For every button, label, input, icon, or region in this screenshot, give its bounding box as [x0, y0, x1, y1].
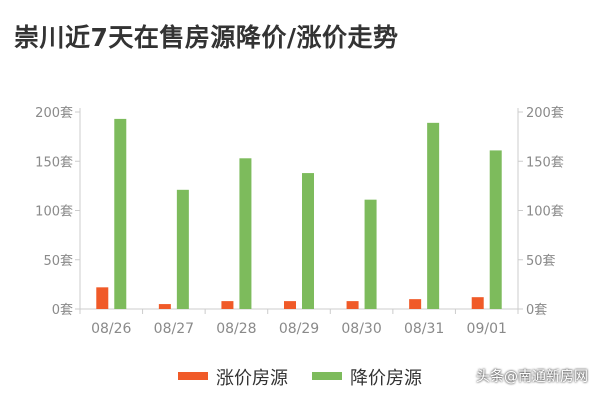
bar-price-down-08-27 — [176, 189, 189, 309]
x-tick-label: 08/29 — [279, 321, 319, 337]
legend-swatch-price-up — [178, 372, 208, 380]
bar-price-down-08-31 — [427, 122, 440, 310]
watermark: 头条@南通新房网 — [476, 369, 588, 385]
bar-price-up-08-29 — [284, 301, 296, 309]
y-tick-label-right: 100套 — [526, 204, 564, 220]
legend: 涨价房源 降价房源 — [178, 368, 422, 389]
bar-price-down-08-29 — [302, 173, 314, 309]
y-axis-right-ticks: 0套 50套 100套 150套 200套 — [526, 105, 564, 318]
x-tick-label: 08/31 — [404, 321, 444, 337]
axes — [75, 108, 523, 314]
legend-swatch-price-down — [312, 372, 342, 380]
y-tick-label-right: 50套 — [526, 253, 556, 269]
bar-price-down-09-01 — [489, 150, 502, 309]
bar-price-down-08-30 — [364, 199, 377, 309]
bar-price-up-08-27 — [158, 304, 171, 309]
bars — [96, 118, 502, 310]
bar-price-down-08-28 — [239, 158, 252, 309]
x-tick-label: 08/26 — [91, 321, 131, 337]
y-axis-left-ticks: 0套 50套 100套 150套 200套 — [35, 105, 73, 318]
y-tick-label-right: 200套 — [526, 105, 564, 121]
bar-price-up-09-01 — [471, 297, 484, 309]
x-tick-label: 08/27 — [154, 321, 194, 337]
bar-price-up-08-28 — [221, 301, 234, 309]
x-tick-label: 09/01 — [467, 321, 507, 337]
bar-price-up-08-30 — [346, 301, 359, 309]
bar-price-up-08-31 — [409, 299, 422, 309]
bar-price-down-08-26 — [114, 118, 127, 310]
chart-title: 崇川近7天在售房源降价/涨价走势 — [14, 23, 399, 52]
x-axis-ticks: 08/26 08/27 08/28 08/29 08/30 08/31 09/01 — [91, 321, 507, 337]
y-tick-label-left: 150套 — [35, 154, 73, 170]
bar-price-up-08-26 — [96, 287, 109, 309]
y-tick-label-left: 50套 — [43, 253, 73, 269]
x-tick-label: 08/28 — [216, 321, 256, 337]
legend-label-price-up: 涨价房源 — [216, 368, 288, 389]
y-tick-label-right: 150套 — [526, 154, 564, 170]
legend-label-price-down: 降价房源 — [350, 368, 422, 389]
y-tick-label-right: 0套 — [526, 302, 547, 318]
y-tick-label-left: 200套 — [35, 105, 73, 121]
y-tick-label-left: 100套 — [35, 204, 73, 220]
x-tick-label: 08/30 — [341, 321, 381, 337]
y-tick-label-left: 0套 — [52, 302, 73, 318]
